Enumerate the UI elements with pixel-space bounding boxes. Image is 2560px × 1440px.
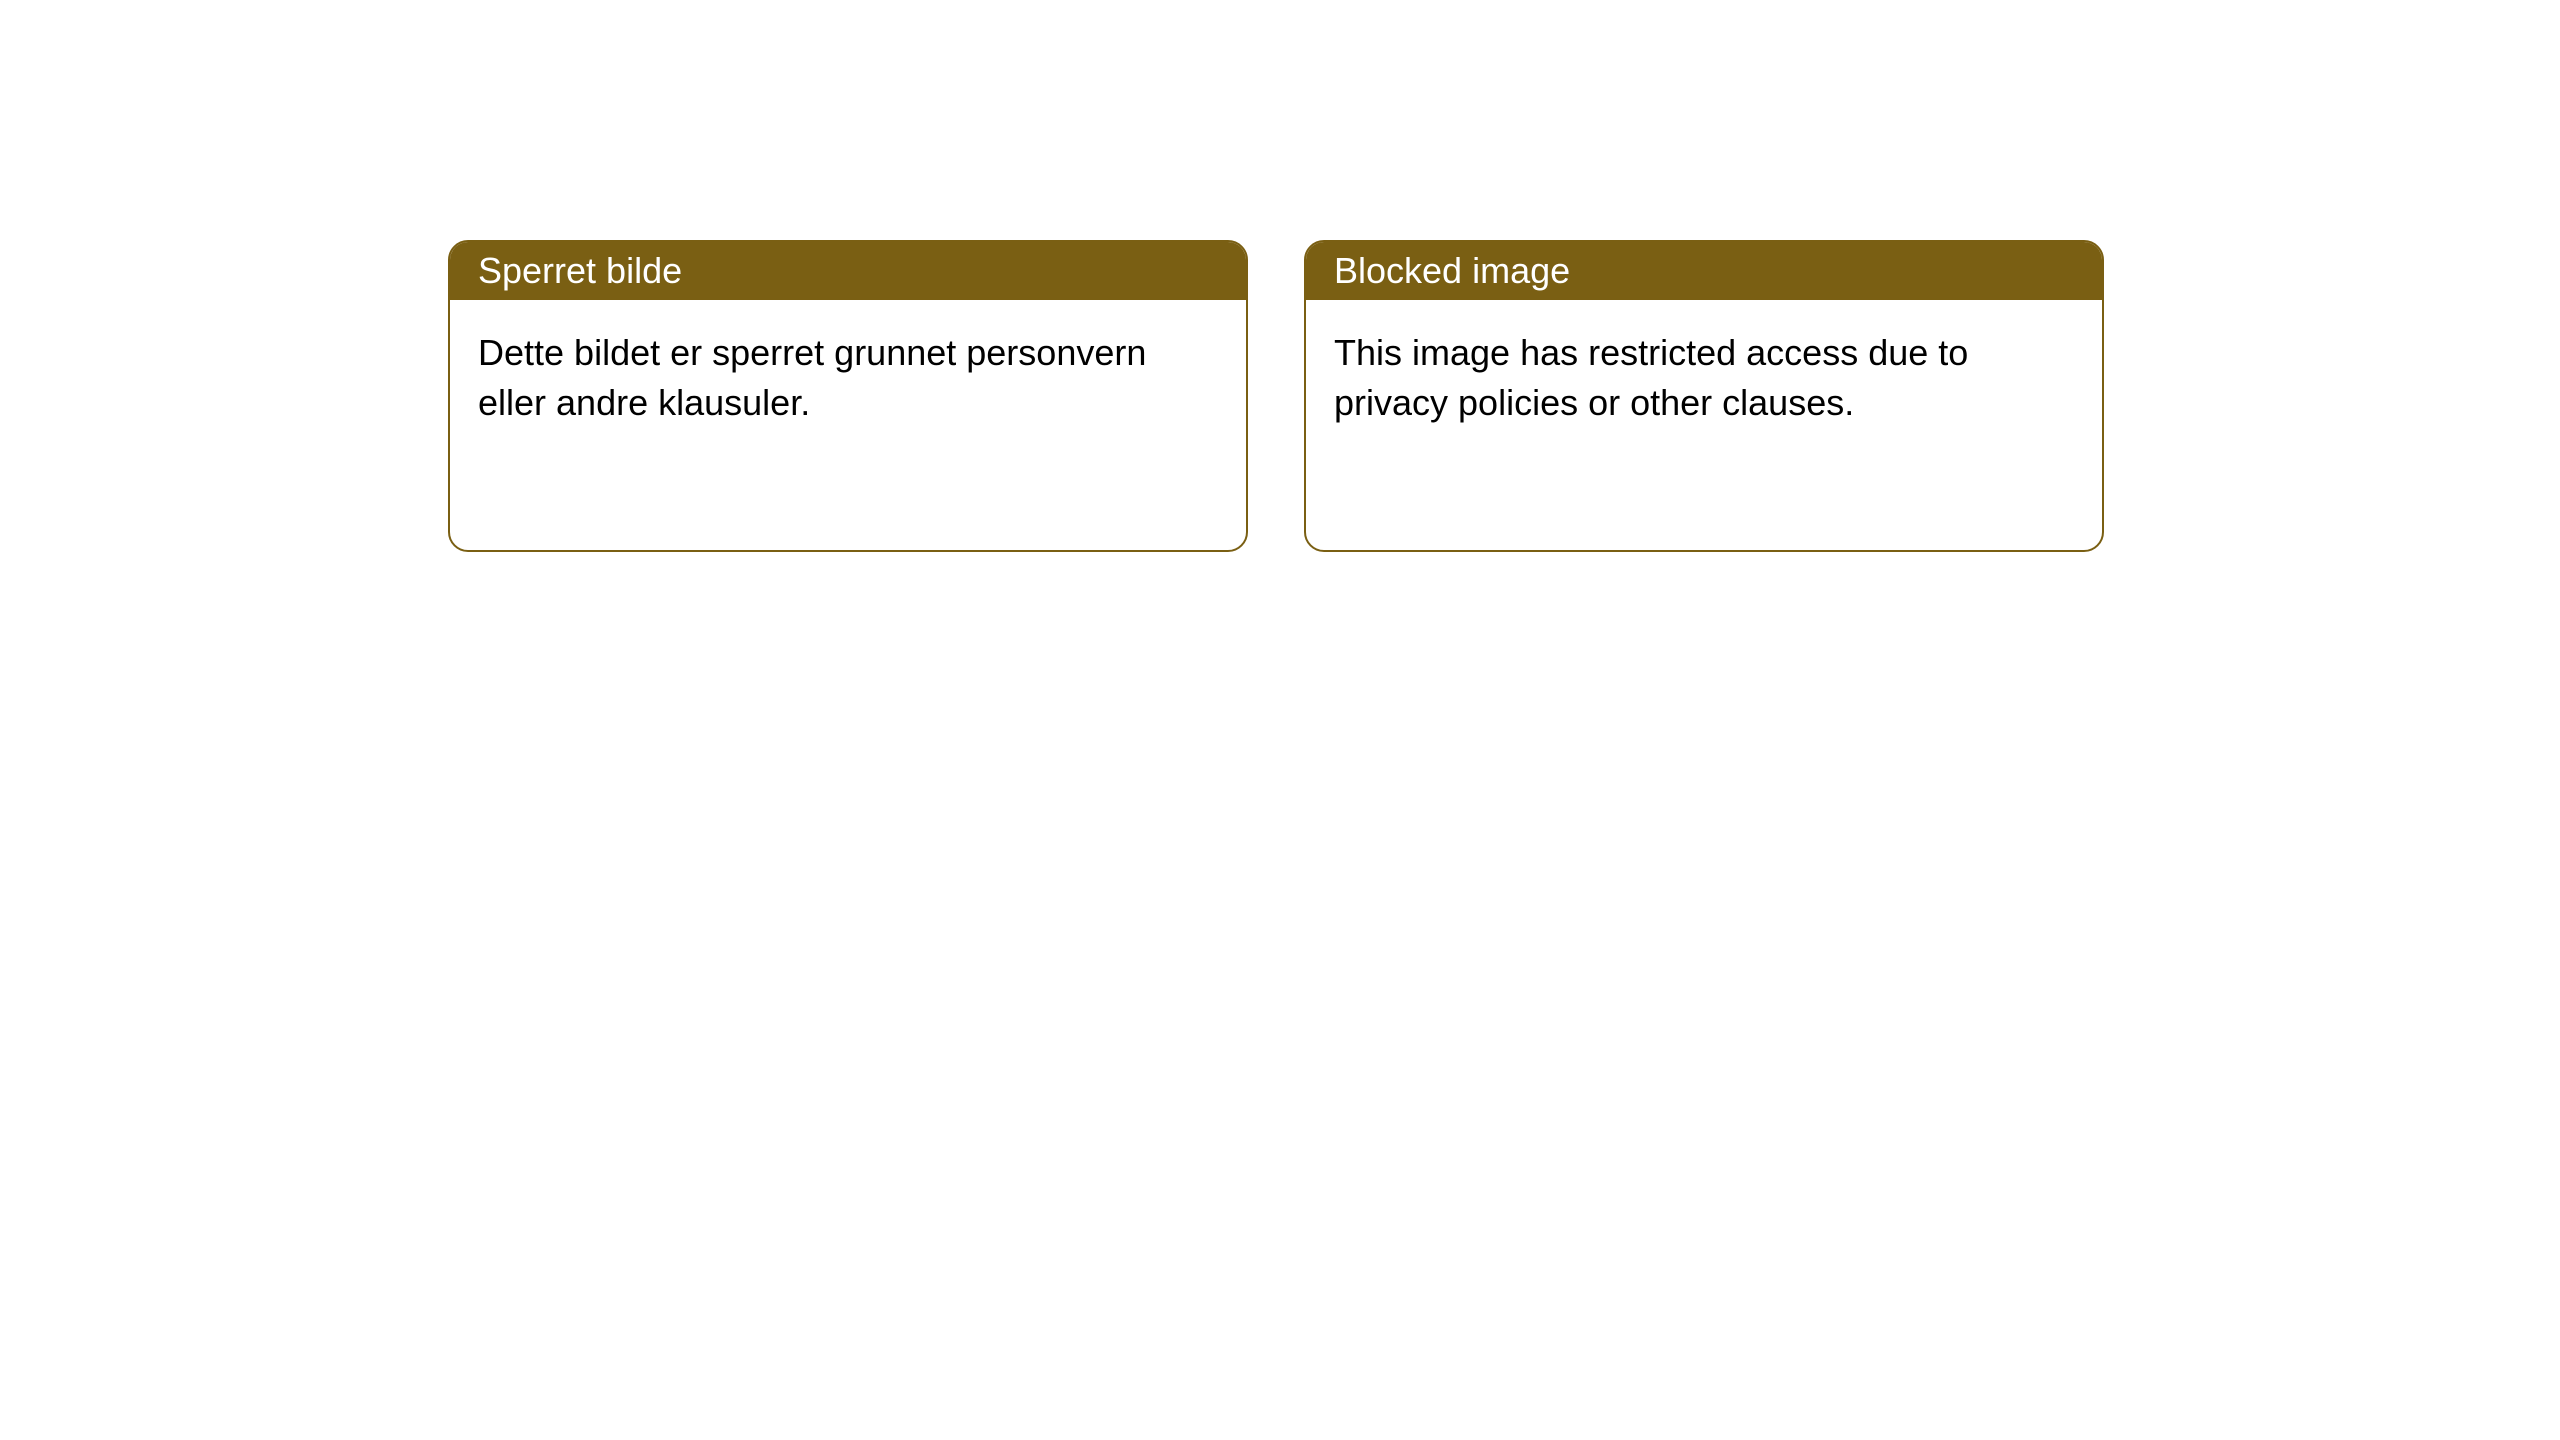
notice-container: Sperret bilde Dette bildet er sperret gr… [448, 240, 2104, 552]
notice-body-norwegian: Dette bildet er sperret grunnet personve… [450, 300, 1246, 550]
notice-title-norwegian: Sperret bilde [450, 242, 1246, 300]
notice-card-norwegian: Sperret bilde Dette bildet er sperret gr… [448, 240, 1248, 552]
notice-title-english: Blocked image [1306, 242, 2102, 300]
notice-card-english: Blocked image This image has restricted … [1304, 240, 2104, 552]
notice-body-english: This image has restricted access due to … [1306, 300, 2102, 550]
